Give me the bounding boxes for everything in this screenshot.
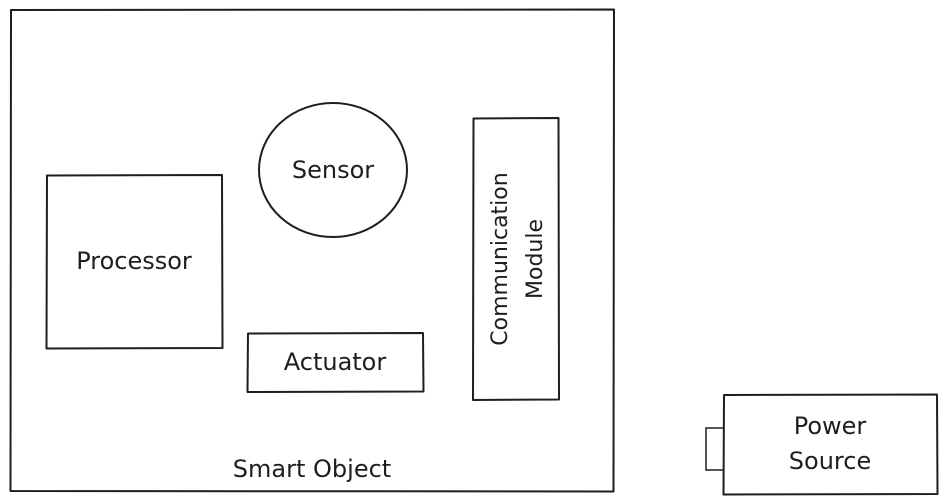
battery-terminal-icon (705, 427, 724, 471)
processor-label: Processor (76, 247, 192, 275)
communication-module-label-line1: Communication (488, 172, 513, 345)
sensor-circle (258, 102, 408, 238)
power-source-block: Power Source (705, 393, 939, 496)
smart-object-border (9, 8, 615, 493)
power-source-label-line2: Source (789, 447, 871, 475)
power-source-label-line1: Power (794, 412, 867, 440)
actuator-label: Actuator (284, 348, 387, 376)
smart-object-container: Smart Object (9, 8, 615, 493)
sensor-label: Sensor (292, 156, 374, 184)
sensor-block: Sensor (258, 102, 408, 238)
communication-module-label-group: Communication Module (488, 172, 548, 345)
smart-object-label: Smart Object (233, 455, 391, 483)
actuator-block: Actuator (246, 332, 425, 393)
power-source-box (722, 393, 939, 496)
processor-box (45, 174, 224, 350)
processor-block: Processor (45, 174, 224, 350)
actuator-box (246, 332, 425, 393)
communication-module-label-line2: Module (523, 219, 548, 299)
communication-module-block: Communication Module (472, 117, 560, 401)
communication-module-box (472, 117, 560, 401)
